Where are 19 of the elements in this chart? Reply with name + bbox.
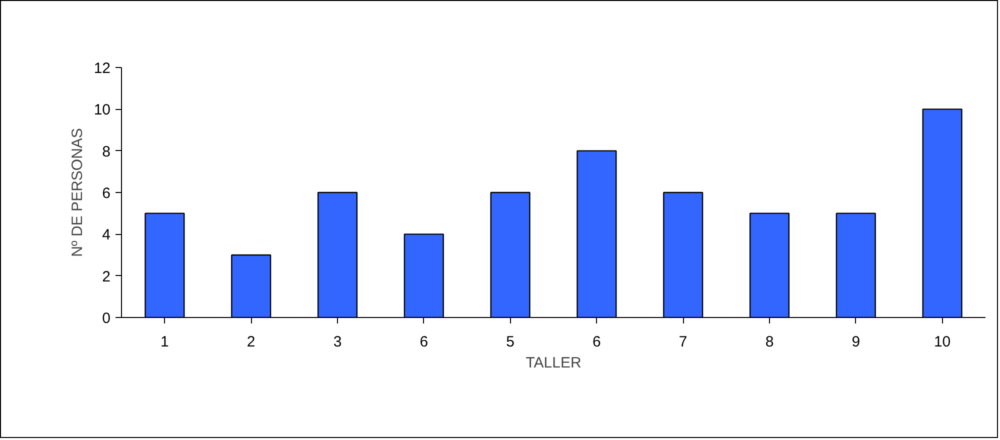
y-tick-label: 8: [102, 143, 110, 160]
y-axis-title: Nº DE PERSONAS: [68, 128, 86, 257]
y-tick-label: 10: [94, 102, 111, 119]
y-tick-label: 4: [102, 226, 110, 244]
y-tick-label: 12: [94, 60, 111, 77]
x-tick-label: 2: [246, 334, 256, 350]
y-tick-label: 6: [102, 185, 110, 202]
x-tick-label: 9: [852, 334, 860, 350]
y-tick-label: 2: [102, 268, 110, 286]
x-tick-label: 10: [934, 334, 951, 350]
x-axis-title: TALLER: [526, 354, 582, 372]
x-tick-label: 1: [160, 334, 169, 350]
x-tick-label: 6: [592, 334, 601, 350]
y-tick-label: 0: [102, 310, 110, 327]
x-tick-label: 3: [333, 334, 342, 350]
x-tick-label: 7: [678, 334, 688, 350]
x-tick-label: 5: [506, 334, 514, 350]
x-tick-label: 6: [420, 334, 428, 350]
x-tick-label: 8: [765, 334, 774, 350]
